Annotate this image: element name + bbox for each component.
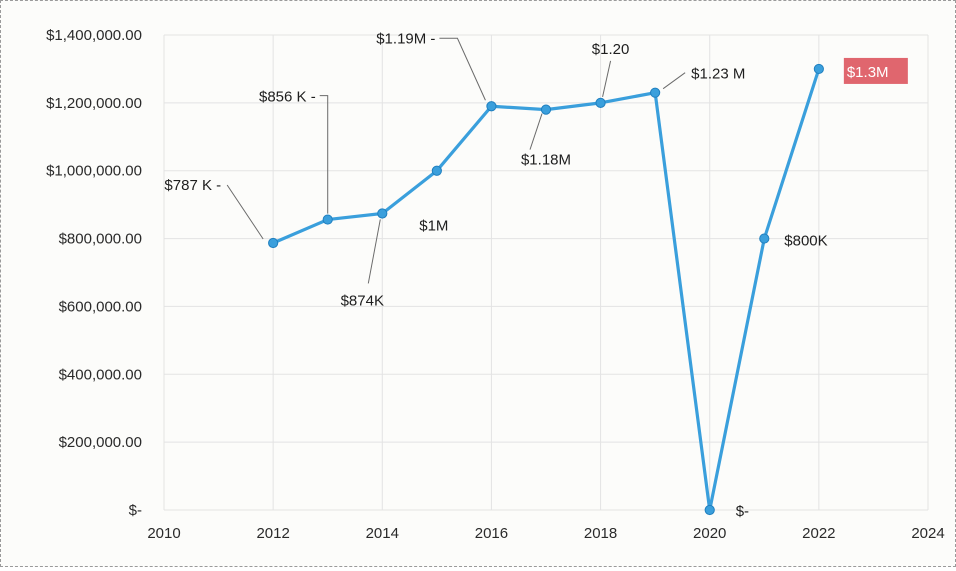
data-point: [595, 97, 606, 108]
data-label: $800K: [784, 233, 827, 250]
data-label: $1.18M: [521, 152, 571, 169]
label-leader-line: [529, 113, 543, 150]
y-tick-label: $-: [129, 502, 142, 519]
data-label: $1.20: [592, 41, 630, 58]
label-leader-line: [367, 219, 381, 284]
data-label-highlight: $1.3M: [847, 64, 889, 81]
x-tick-label: 2018: [584, 525, 617, 542]
x-tick-label: 2014: [366, 525, 399, 542]
data-label: $1.23 M: [691, 66, 745, 83]
label-leader-line: [602, 60, 612, 97]
series-line: [271, 67, 821, 512]
data-label: $1M: [419, 218, 448, 235]
data-point: [759, 233, 770, 244]
data-point: [650, 87, 661, 98]
x-tick-label: 2010: [147, 525, 180, 542]
y-tick-label: $1,400,000.00: [46, 27, 142, 44]
axis-labels: $- $200,000.00 $400,000.00 $600,000.00 $800,…: [46, 27, 945, 542]
data-points: [268, 63, 824, 516]
x-tick-label: 2022: [802, 525, 835, 542]
x-tick-label: 2016: [475, 525, 508, 542]
label-leader-line: [226, 184, 264, 240]
data-point: [268, 237, 279, 249]
data-point: [431, 165, 442, 176]
label-leaders: [226, 37, 686, 284]
y-tick-label: $600,000.00: [59, 298, 142, 315]
x-tick-label: 2012: [256, 525, 289, 542]
label-leader-line: [319, 95, 329, 214]
y-tick-label: $800,000.00: [59, 231, 142, 248]
data-point: [813, 63, 824, 75]
series-line-layer: [271, 67, 821, 512]
data-point: [377, 208, 388, 219]
y-tick-label: $1,200,000.00: [46, 95, 142, 112]
data-point: [704, 504, 715, 516]
y-tick-label: $200,000.00: [59, 434, 142, 451]
data-point: [486, 101, 497, 112]
x-tick-label: 2024: [911, 525, 944, 542]
data-label: $1.19M -: [376, 30, 435, 47]
data-point: [322, 214, 333, 225]
y-tick-label: $400,000.00: [59, 366, 142, 383]
gridlines: [163, 34, 929, 511]
data-labels: $787 K - $856 K - $874K $1M $1.19M - $1.18M $1…: [164, 30, 908, 520]
data-label: $856 K -: [259, 89, 316, 106]
label-leader-line: [662, 72, 686, 90]
highlight-label-box: [843, 57, 908, 84]
data-point: [540, 104, 552, 115]
x-tick-label: 2020: [693, 525, 726, 542]
data-label: $874K: [341, 292, 384, 309]
y-tick-label: $1,000,000.00: [46, 163, 142, 180]
label-leader-line: [439, 37, 486, 101]
data-label: $787 K -: [164, 177, 221, 194]
data-label: $-: [736, 503, 749, 520]
